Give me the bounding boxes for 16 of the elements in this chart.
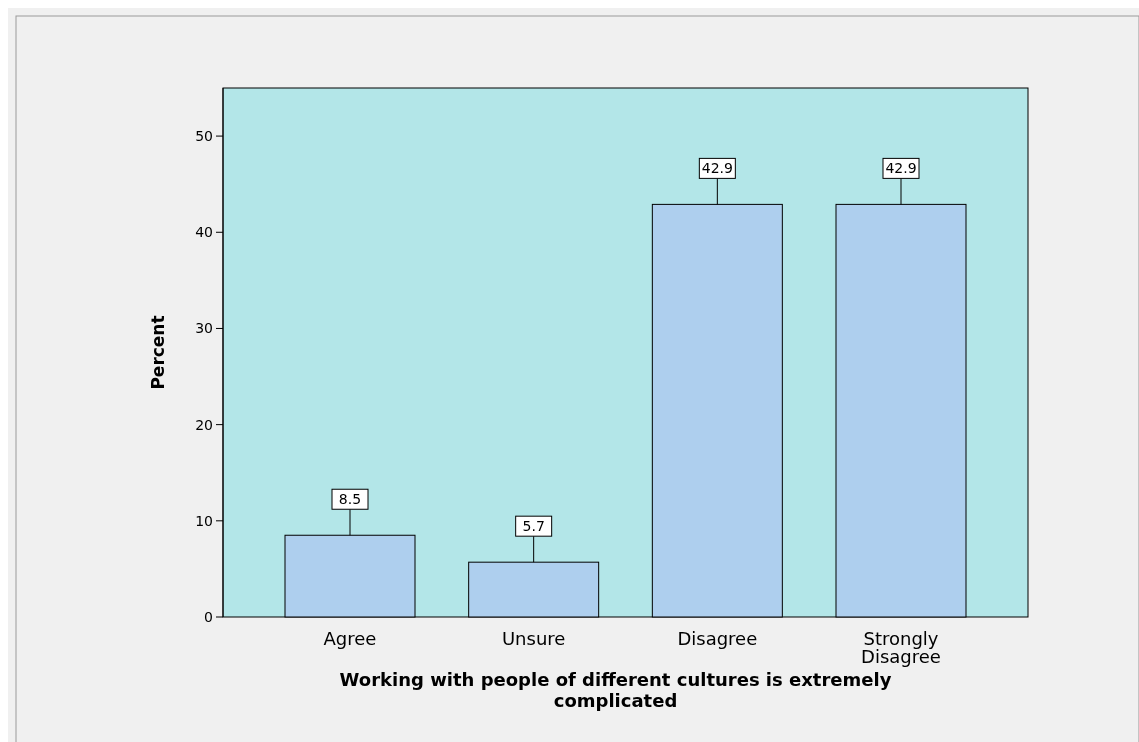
x-tick-label: Disagree — [677, 628, 758, 649]
y-tick-label: 40 — [195, 224, 213, 241]
y-tick-label: 10 — [195, 512, 213, 529]
data-label: 8.5 — [338, 491, 362, 508]
data-label: 5.7 — [522, 518, 545, 535]
y-tick-label: 50 — [195, 128, 213, 145]
x-tick-label: Strongly Disagree — [861, 628, 941, 667]
y-tick-label: 0 — [204, 609, 213, 625]
y-tick-label: 20 — [195, 416, 213, 433]
x-axis-title: Working with people of different cultures is extremely complicated — [339, 669, 892, 711]
x-tick-label: Agree — [323, 628, 377, 649]
data-label: 42.9 — [701, 160, 733, 177]
y-tick-label: 30 — [195, 320, 213, 337]
data-label: 42.9 — [885, 160, 917, 177]
x-tick-label: Unsure — [501, 628, 566, 649]
y-axis-title: Percent — [148, 315, 168, 390]
